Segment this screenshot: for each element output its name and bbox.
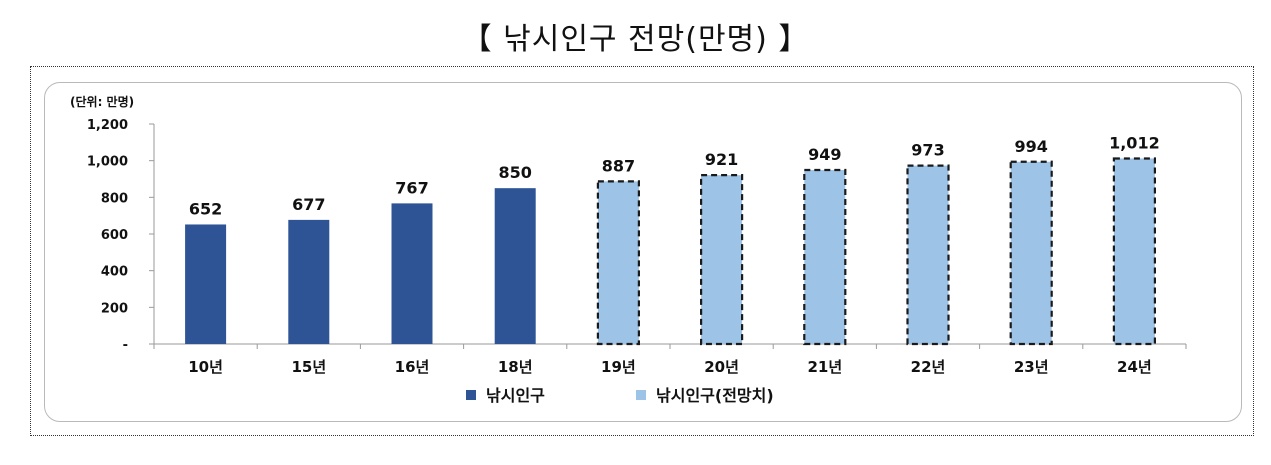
x-tick-label: 16년 xyxy=(395,358,430,376)
data-label: 949 xyxy=(808,145,841,164)
data-label: 850 xyxy=(498,163,531,182)
bar xyxy=(494,188,536,344)
y-tick-label: - xyxy=(123,338,128,353)
y-tick-label: 1,200 xyxy=(87,118,128,133)
y-tick-label: 200 xyxy=(101,301,128,316)
y-tick-label: 600 xyxy=(101,228,128,243)
outer-frame xyxy=(30,66,1254,436)
y-tick-label: 1,000 xyxy=(87,155,128,170)
bar xyxy=(803,168,847,346)
bar xyxy=(596,180,641,346)
x-tick-label: 10년 xyxy=(188,358,223,376)
x-tick-label: 21년 xyxy=(807,358,842,376)
bar xyxy=(1009,160,1053,346)
legend-swatch-actual xyxy=(466,390,476,400)
legend-label-actual: 낚시인구 xyxy=(486,386,545,405)
x-tick-label: 19년 xyxy=(601,358,636,376)
unit-label: (단위: 만명) xyxy=(70,94,134,109)
data-label: 652 xyxy=(189,199,222,218)
legend-label-forecast: 낚시인구(전망치) xyxy=(656,386,774,405)
x-tick-label: 15년 xyxy=(291,358,326,376)
bar xyxy=(391,203,433,344)
y-tick-label: 400 xyxy=(101,265,128,280)
y-tick-label: 800 xyxy=(101,191,128,206)
legend-swatch-forecast xyxy=(636,390,646,400)
x-tick-label: 20년 xyxy=(704,358,739,376)
data-label: 887 xyxy=(602,156,635,175)
x-tick-label: 22년 xyxy=(911,358,946,376)
page-title: 【 낚시인구 전망(만명) 】 xyxy=(461,22,810,57)
data-label: 767 xyxy=(395,178,428,197)
bar xyxy=(288,219,330,344)
x-tick-label: 24년 xyxy=(1117,358,1152,376)
data-label: 921 xyxy=(705,150,738,169)
x-tick-label: 23년 xyxy=(1014,358,1049,376)
x-tick-label: 18년 xyxy=(498,358,533,376)
bar xyxy=(699,174,744,346)
data-label: 1,012 xyxy=(1109,133,1160,152)
bar xyxy=(906,164,950,346)
bar xyxy=(1112,157,1157,346)
bar xyxy=(185,224,227,344)
data-label: 677 xyxy=(292,195,325,214)
data-label: 994 xyxy=(1014,137,1047,156)
data-label: 973 xyxy=(911,141,944,160)
